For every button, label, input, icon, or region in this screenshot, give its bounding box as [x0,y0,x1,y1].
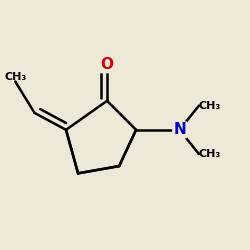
Text: CH₃: CH₃ [199,101,221,111]
Text: O: O [100,57,114,72]
Text: CH₃: CH₃ [199,149,221,159]
Text: CH₃: CH₃ [4,72,26,82]
Text: N: N [173,122,186,137]
